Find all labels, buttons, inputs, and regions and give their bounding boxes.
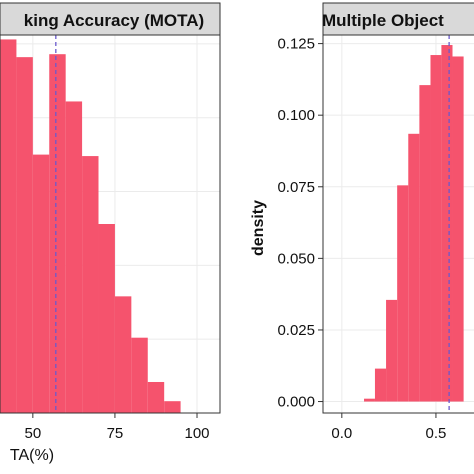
histogram-bar xyxy=(131,337,148,413)
histogram-bar xyxy=(65,101,83,413)
histogram-bar xyxy=(16,57,33,413)
histogram-bar xyxy=(98,224,115,413)
y-tick-label: 0.100 xyxy=(277,107,315,124)
left-chart-title: king Accuracy (MOTA) xyxy=(24,11,204,30)
histogram-bar xyxy=(452,56,464,402)
histogram-bar xyxy=(419,85,431,402)
left-panel: king Accuracy (MOTA) 50 75 100 TA(%) xyxy=(0,2,221,464)
y-tick-label: 0.075 xyxy=(277,179,315,196)
histogram-bar xyxy=(374,368,387,402)
left-x-ticks: 50 75 100 xyxy=(24,413,210,442)
histogram-bar xyxy=(430,55,442,402)
histogram-bar xyxy=(49,54,66,413)
right-y-axis-title: density xyxy=(250,200,267,256)
left-plot-border xyxy=(0,34,221,414)
histogram-bar xyxy=(397,185,409,402)
histogram-bar xyxy=(147,381,165,413)
histogram-bar xyxy=(0,39,17,413)
x-tick-label: 75 xyxy=(107,425,124,442)
left-histogram-bars xyxy=(0,39,181,413)
x-tick-label: 50 xyxy=(24,425,41,442)
left-title-strip xyxy=(0,2,221,36)
right-x-ticks: 0.0 0.5 xyxy=(331,413,446,442)
right-plot-border xyxy=(322,34,474,414)
histogram-bar xyxy=(32,154,50,413)
x-tick-label: 0.0 xyxy=(331,425,352,442)
y-tick-label: 0.025 xyxy=(277,322,315,339)
histogram-bar xyxy=(82,156,99,413)
right-histogram-bars xyxy=(364,45,464,402)
x-tick-label: 0.5 xyxy=(426,425,447,442)
x-tick-label: 100 xyxy=(184,425,209,442)
histogram-bar xyxy=(441,45,453,402)
y-tick-label: 0.000 xyxy=(277,394,315,411)
histogram-bar xyxy=(114,296,132,413)
right-panel: Multiple Object 0.000 0.025 0.050 0.075 0.10… xyxy=(250,2,474,442)
right-title-strip xyxy=(322,2,474,36)
histogram-bar xyxy=(386,299,398,402)
histogram-bar xyxy=(364,398,375,402)
right-chart-title: Multiple Object xyxy=(322,11,444,30)
right-y-ticks: 0.000 0.025 0.050 0.075 0.100 0.125 xyxy=(277,36,323,411)
histogram-bar xyxy=(408,133,420,402)
histogram-bar xyxy=(164,401,181,413)
y-tick-label: 0.050 xyxy=(277,250,315,267)
left-x-axis-title: TA(%) xyxy=(10,447,54,464)
y-tick-label: 0.125 xyxy=(277,36,315,53)
